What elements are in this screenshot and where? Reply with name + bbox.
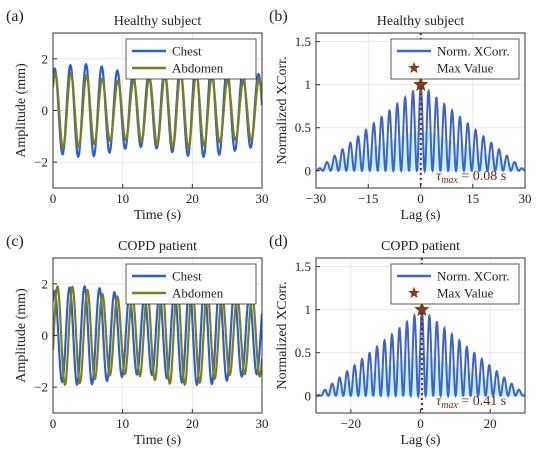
series-line-abdomen xyxy=(53,71,262,150)
x-tick-label: 0 xyxy=(50,416,57,431)
x-tick-label: 30 xyxy=(256,191,269,206)
max-value-star xyxy=(413,76,429,92)
panel-d: τmax = 0.41 s −20 0 20 0 0.5 1 1.5 COPD patient (… xyxy=(269,233,526,448)
x-tick-label: 20 xyxy=(484,416,497,431)
tau-value: = 0.08 s xyxy=(458,169,506,184)
y-axis-label: Amplitude (mm) xyxy=(14,63,29,158)
y-tick-label: 0 xyxy=(42,328,49,343)
x-tick-label: 20 xyxy=(186,416,199,431)
x-tick-label: 15 xyxy=(466,191,479,206)
panel-letter: (b) xyxy=(269,8,288,25)
x-tick-label: 10 xyxy=(116,416,129,431)
legend-box xyxy=(125,263,257,305)
legend: Chest Abdomen xyxy=(125,38,257,80)
y-axis-label: Amplitude (mm) xyxy=(14,288,29,383)
max-value-star xyxy=(414,301,430,317)
panel-letter: (c) xyxy=(6,233,24,250)
y-tick-label: 0.5 xyxy=(295,120,311,135)
x-tick-label: 20 xyxy=(186,191,199,206)
y-tick-label: 0 xyxy=(42,103,49,118)
legend-label: Norm. XCorr. xyxy=(437,44,510,59)
tau-symbol: τ xyxy=(436,394,442,409)
series-line-abdomen xyxy=(53,284,262,387)
legend-box xyxy=(125,38,257,80)
x-tick-label: 0 xyxy=(417,416,424,431)
y-tick-label: 2 xyxy=(42,276,49,291)
tau-annotation: τmax = 0.41 s xyxy=(436,394,506,411)
y-tick-label: 1 xyxy=(305,77,312,92)
legend: Norm. XCorr. Max Value xyxy=(390,38,520,80)
x-axis-label: Time (s) xyxy=(134,208,182,223)
x-tick-label: 10 xyxy=(116,191,129,206)
y-axis-label: Normalized XCorr. xyxy=(275,56,290,164)
legend-label: Abdomen xyxy=(172,61,224,76)
legend-label: Abdomen xyxy=(172,286,224,301)
panel-title: COPD patient xyxy=(118,239,197,254)
legend-star-icon xyxy=(408,61,420,74)
panel-b: τmax = 0.08 s −30 −15 0 15 30 0 0.5 1 1.5 Healthy … xyxy=(269,8,532,223)
legend: Chest Abdomen xyxy=(125,263,257,305)
panel-title: Healthy subject xyxy=(114,14,202,29)
x-axis-label: Lag (s) xyxy=(400,208,440,223)
y-tick-label: 0 xyxy=(305,388,312,403)
x-tick-label: 30 xyxy=(256,416,269,431)
panel-title: Healthy subject xyxy=(377,14,465,29)
panel-a: 0 10 20 30 −2 0 2 Healthy subject (a) Time (s) Amp… xyxy=(6,8,269,223)
series-line-xcorr xyxy=(316,305,525,400)
legend-label: Max Value xyxy=(437,286,494,301)
x-tick-label: 0 xyxy=(50,191,57,206)
tau-value: = 0.41 s xyxy=(458,394,506,409)
panel-c: 0 10 20 30 −2 0 2 COPD patient (c) Time (s) Amplit… xyxy=(6,233,269,448)
panel-title: COPD patient xyxy=(381,239,460,254)
legend-label: Chest xyxy=(172,269,202,284)
legend: Norm. XCorr. Max Value xyxy=(390,263,520,305)
y-tick-label: 1.5 xyxy=(295,34,311,49)
y-tick-label: −2 xyxy=(34,155,48,170)
x-axis-label: Lag (s) xyxy=(400,433,440,448)
y-tick-label: 0 xyxy=(305,163,312,178)
tau-symbol: τ xyxy=(436,169,442,184)
y-tick-label: −2 xyxy=(34,380,48,395)
legend-star-icon xyxy=(408,286,420,299)
y-tick-label: 1 xyxy=(305,302,312,317)
legend-label: Chest xyxy=(172,44,202,59)
panel-letter: (a) xyxy=(6,8,24,25)
x-tick-label: 30 xyxy=(519,191,532,206)
legend-box xyxy=(390,263,520,305)
x-tick-label: −15 xyxy=(358,191,378,206)
series-line-chest xyxy=(53,285,262,387)
x-tick-label: 0 xyxy=(417,191,424,206)
legend-label: Max Value xyxy=(437,61,494,76)
x-tick-label: −30 xyxy=(306,191,326,206)
panel-letter: (d) xyxy=(269,233,288,250)
tau-annotation: τmax = 0.08 s xyxy=(436,169,506,186)
tau-subscript: max xyxy=(441,400,458,411)
y-tick-label: 2 xyxy=(42,51,49,66)
x-axis-label: Time (s) xyxy=(134,433,182,448)
x-tick-label: −20 xyxy=(341,416,361,431)
legend-box xyxy=(390,38,520,80)
y-tick-label: 1.5 xyxy=(295,259,311,274)
y-axis-label: Normalized XCorr. xyxy=(275,281,290,389)
tau-subscript: max xyxy=(441,175,458,186)
y-tick-label: 0.5 xyxy=(295,345,311,360)
plot-area xyxy=(53,284,262,387)
legend-label: Norm. XCorr. xyxy=(437,269,510,284)
